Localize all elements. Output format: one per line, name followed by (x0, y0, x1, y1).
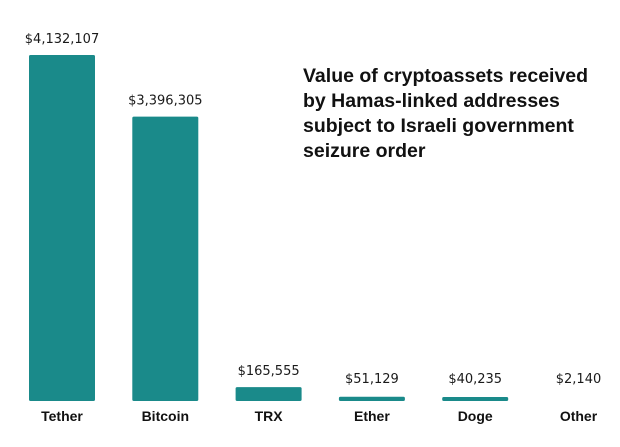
category-labels-group: Tether Bitcoin TRX Ether Doge Other (41, 408, 598, 424)
bar-tether (29, 55, 95, 401)
value-label-bitcoin: $3,396,305 (128, 94, 202, 109)
value-label-ether: $51,129 (345, 372, 399, 387)
value-label-tether: $4,132,107 (25, 32, 99, 47)
value-label-doge: $40,235 (448, 372, 502, 387)
category-label-other: Other (560, 408, 598, 424)
value-label-trx: $165,555 (238, 364, 300, 379)
bars-group (29, 55, 509, 401)
category-label-bitcoin: Bitcoin (142, 408, 189, 424)
chart-title: Value of cryptoassets received by Hamas-… (303, 65, 589, 162)
value-label-other: $2,140 (556, 372, 602, 387)
category-label-doge: Doge (458, 408, 493, 424)
bar-trx (235, 387, 302, 401)
bar-bitcoin (132, 116, 199, 401)
bar-ether (338, 396, 405, 401)
category-label-tether: Tether (41, 408, 83, 424)
value-labels-group: $4,132,107 $3,396,305 $165,555 $51,129 $40,2… (25, 32, 601, 387)
bar-doge (442, 397, 509, 401)
category-label-ether: Ether (354, 408, 390, 424)
category-label-trx: TRX (255, 408, 284, 424)
